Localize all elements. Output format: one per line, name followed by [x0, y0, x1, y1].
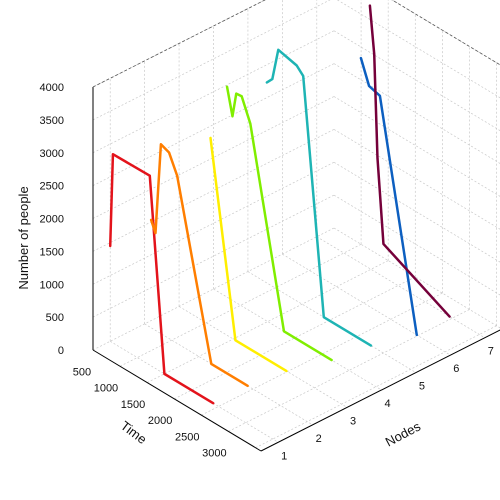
- gridline-floor: [147, 260, 389, 383]
- box-edge-top: [391, 0, 500, 66]
- gridline-left-wall: [92, 0, 331, 121]
- gridline-left-wall: [92, 30, 335, 154]
- z-tick-label: 2000: [40, 214, 64, 226]
- z-tick-label: 3000: [40, 148, 64, 160]
- z-tick-label: 1500: [40, 246, 64, 258]
- y-tick-label: 2: [316, 433, 322, 445]
- gridline-left-wall: [92, 227, 335, 351]
- gridline-left-wall: [92, 96, 335, 219]
- y-axis-line: [260, 329, 500, 452]
- x-tick-label: 1000: [94, 383, 118, 395]
- z-tick-label: 2500: [40, 181, 64, 193]
- gridline-floor: [144, 323, 313, 426]
- gridline-left-wall: [92, 161, 335, 285]
- gridline-back-wall: [333, 129, 500, 230]
- series-line-node-5: [265, 48, 373, 347]
- z-axis-title: Number of people: [16, 186, 31, 289]
- box-edges: [92, 0, 500, 452]
- gridline-floor: [255, 325, 497, 449]
- x-tick-label: 500: [73, 366, 91, 378]
- gridline-back-wall: [336, 0, 500, 99]
- gridline-left-wall: [92, 194, 335, 318]
- gridline-floor: [282, 253, 451, 356]
- z-tick-label: 1000: [40, 279, 64, 291]
- z-tick-label: 3500: [40, 115, 64, 127]
- y-tick-label: 1: [281, 450, 287, 462]
- z-tick-label: 4000: [40, 82, 64, 94]
- gridline-floor: [110, 340, 279, 443]
- gridline-floor: [316, 236, 485, 339]
- gridline-floor: [201, 292, 443, 416]
- y-tick-label: 3: [350, 415, 356, 427]
- z-tick-label: 0: [58, 345, 64, 357]
- series-layer: [108, 4, 451, 405]
- x-axis-title: Time: [118, 418, 150, 447]
- series-line-node-3: [209, 136, 288, 373]
- gridline-back-wall: [333, 96, 500, 197]
- y-tick-label: 5: [419, 381, 425, 393]
- x-tick-label: 2000: [148, 415, 172, 427]
- y-tick-label: 4: [384, 398, 390, 410]
- gridline-floor: [174, 276, 416, 400]
- gridline-back-wall: [333, 63, 500, 164]
- axis-titles: Number of people Time Nodes: [16, 186, 423, 449]
- tick-labels: 0500100015002000250030003500400050010001…: [40, 82, 494, 462]
- series-line-node-4: [225, 85, 333, 362]
- gridline-back-wall: [333, 194, 500, 296]
- series-line-node-7: [368, 4, 451, 318]
- gridline-floor: [213, 288, 382, 391]
- box-edge-top: [92, 0, 266, 88]
- x-tick-label: 2500: [175, 431, 199, 443]
- x-tick-label: 3000: [202, 448, 226, 460]
- gridline-back-wall: [333, 161, 500, 263]
- series-line-node-6: [359, 56, 419, 337]
- z-tick-label: 500: [46, 312, 64, 324]
- series-line-node-2: [149, 143, 249, 388]
- gridline-back-wall: [391, 0, 500, 66]
- gridline-floor: [178, 306, 348, 408]
- y-tick-label: 6: [453, 363, 459, 375]
- x-tick-label: 1500: [121, 399, 145, 411]
- y-axis-title: Nodes: [383, 418, 424, 449]
- gridline-left-wall: [92, 129, 335, 252]
- gridline-back-wall: [333, 30, 500, 131]
- x-axis-line: [92, 349, 262, 452]
- y-tick-label: 7: [488, 346, 494, 358]
- series-line-node-1: [108, 152, 215, 405]
- gridline-floor: [228, 309, 470, 432]
- gridline-back-wall: [333, 227, 500, 329]
- gridline-floor: [119, 243, 362, 367]
